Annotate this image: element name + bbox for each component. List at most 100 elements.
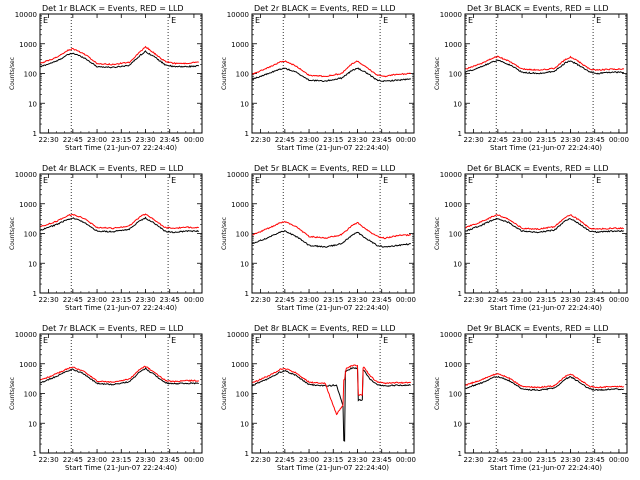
marker-label-right: E	[171, 336, 176, 345]
y-tick-label: 10	[453, 100, 462, 108]
marker-label-left: E	[43, 16, 48, 25]
marker-label-right: E	[383, 16, 388, 25]
x-tick-label: 23:15	[323, 456, 343, 464]
y-tick-label: 1000	[19, 201, 37, 209]
y-tick-label: 100	[449, 391, 462, 399]
y-tick-label: 10000	[440, 11, 462, 19]
y-tick-label: 1000	[231, 361, 249, 369]
x-tick-label: 22:30	[464, 296, 484, 304]
series-line-lld	[252, 60, 411, 78]
x-tick-label: 22:30	[39, 136, 59, 144]
marker-label-right: E	[171, 16, 176, 25]
x-tick-label: 23:00	[299, 296, 319, 304]
chart-title: Det 5r BLACK = Events, RED = LLD	[254, 164, 396, 173]
x-tick-label: 22:45	[275, 136, 295, 144]
series-line-events	[40, 367, 199, 386]
y-tick-label: 10000	[227, 171, 249, 179]
y-tick-label: 100	[24, 231, 37, 239]
x-tick-label: 22:45	[488, 136, 508, 144]
y-tick-label: 10	[28, 420, 37, 428]
x-tick-label: 23:15	[111, 456, 131, 464]
marker-label-left: E	[255, 336, 260, 345]
marker-label-left: E	[255, 176, 260, 185]
marker-label-left: E	[43, 176, 48, 185]
x-tick-label: 22:45	[275, 456, 295, 464]
y-tick-label: 10	[453, 260, 462, 268]
y-axis-label: Counts/sec	[434, 57, 441, 90]
x-tick-label: 22:45	[488, 296, 508, 304]
x-tick-label: 23:45	[160, 296, 180, 304]
x-tick-label: 23:00	[87, 296, 107, 304]
series-line-lld	[465, 372, 624, 389]
chart-panel-9: Det 9r BLACK = Events, RED = LLD 1 10 100 10…	[434, 324, 629, 472]
x-tick-label: 23:15	[111, 136, 131, 144]
y-tick-label: 100	[24, 71, 37, 79]
x-tick-label: 23:00	[299, 136, 319, 144]
marker-label-left: E	[468, 336, 473, 345]
y-tick-label: 10	[240, 420, 249, 428]
x-tick-label: 00:00	[609, 296, 629, 304]
y-tick-label: 1	[458, 450, 462, 458]
x-tick-label: 22:30	[39, 456, 59, 464]
marker-label-right: E	[596, 176, 601, 185]
y-axis-label: Counts/sec	[434, 377, 441, 410]
series-line-lld	[252, 364, 412, 416]
series-line-lld	[465, 55, 625, 71]
x-tick-label: 23:30	[135, 296, 155, 304]
y-tick-label: 1	[245, 290, 249, 298]
x-tick-label: 22:30	[251, 136, 271, 144]
chart-panel-4: Det 4r BLACK = Events, RED = LLD 1 10 100 10…	[9, 164, 204, 312]
chart-panel-7: Det 7r BLACK = Events, RED = LLD 1 10 100 10…	[9, 324, 204, 472]
x-tick-label: 23:30	[135, 136, 155, 144]
y-tick-label: 1	[458, 130, 462, 138]
x-tick-label: 22:30	[464, 136, 484, 144]
y-tick-label: 1	[33, 450, 37, 458]
x-tick-label: 00:00	[184, 136, 204, 144]
series-line-lld	[40, 213, 199, 230]
x-tick-label: 23:30	[347, 456, 367, 464]
x-tick-label: 23:30	[560, 136, 580, 144]
x-tick-label: 23:45	[585, 456, 605, 464]
x-tick-label: 22:30	[251, 456, 271, 464]
y-tick-label: 1000	[444, 41, 462, 49]
series-line-events	[252, 229, 411, 248]
x-tick-label: 23:00	[299, 456, 319, 464]
marker-label-left: E	[468, 16, 473, 25]
y-tick-label: 100	[236, 231, 249, 239]
x-tick-label: 23:15	[536, 456, 556, 464]
y-tick-label: 10000	[227, 11, 249, 19]
x-tick-label: 23:15	[323, 296, 343, 304]
chart-title: Det 4r BLACK = Events, RED = LLD	[42, 164, 184, 173]
x-tick-label: 22:45	[275, 296, 295, 304]
x-tick-label: 23:30	[347, 136, 367, 144]
x-tick-label: 23:30	[560, 456, 580, 464]
x-tick-label: 00:00	[184, 456, 204, 464]
series-line-lld	[40, 365, 200, 384]
x-tick-label: 23:30	[135, 456, 155, 464]
x-tick-label: 00:00	[184, 296, 204, 304]
marker-label-right: E	[596, 16, 601, 25]
y-axis-label: Counts/sec	[9, 377, 16, 410]
x-axis-label: Start Time (21-Jun-07 22:24:40)	[277, 464, 389, 472]
chart-title: Det 3r BLACK = Events, RED = LLD	[467, 4, 609, 13]
x-tick-label: 22:30	[251, 296, 271, 304]
y-axis-label: Counts/sec	[221, 57, 228, 90]
x-tick-label: 23:45	[160, 456, 180, 464]
y-axis-label: Counts/sec	[9, 217, 16, 250]
series-line-lld	[40, 45, 199, 66]
y-tick-label: 1	[245, 130, 249, 138]
x-tick-label: 22:30	[464, 456, 484, 464]
x-tick-label: 22:45	[63, 136, 83, 144]
x-tick-label: 22:45	[63, 456, 83, 464]
x-tick-label: 23:45	[372, 296, 392, 304]
y-tick-label: 1000	[19, 41, 37, 49]
x-tick-label: 23:45	[585, 136, 605, 144]
series-line-events	[40, 216, 199, 234]
y-axis-label: Counts/sec	[9, 57, 16, 90]
chart-title: Det 1r BLACK = Events, RED = LLD	[42, 4, 184, 13]
x-tick-label: 23:15	[536, 136, 556, 144]
y-tick-label: 10	[28, 260, 37, 268]
chart-title: Det 2r BLACK = Events, RED = LLD	[254, 4, 396, 13]
series-line-lld	[465, 214, 624, 231]
x-tick-label: 22:45	[63, 296, 83, 304]
